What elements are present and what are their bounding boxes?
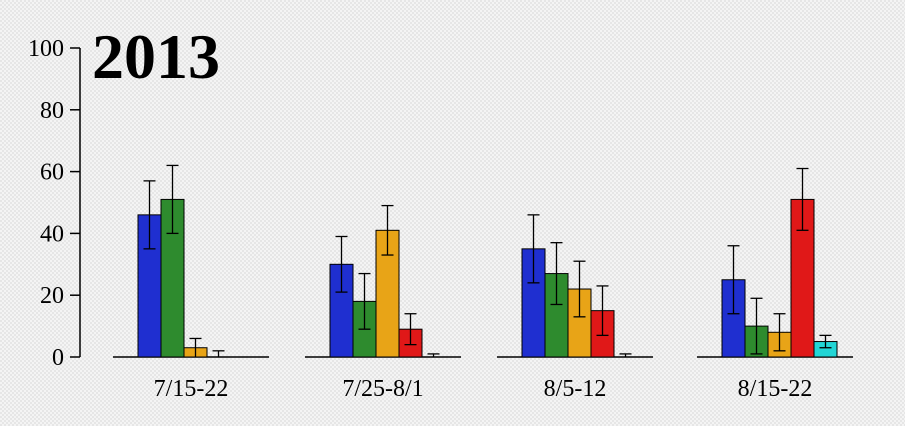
y-tick-label: 80 [40,98,64,124]
category-labels: 7/15-22 7/25-8/1 8/5-12 8/15-22 [154,376,813,402]
y-tick-label: 60 [40,160,64,186]
bars [113,164,853,358]
y-axis: 0 20 40 60 80 100 [28,36,81,371]
y-tick-label: 100 [28,36,64,62]
y-tick-label: 20 [40,283,64,309]
category-label: 7/25-8/1 [342,376,423,402]
category-label: 8/5-12 [544,376,607,402]
category-label: 8/15-22 [738,376,813,402]
category-label: 7/15-22 [154,376,229,402]
y-tick-label: 40 [40,221,64,247]
y-tick-label: 0 [52,345,64,371]
chart-title: 2013 [92,21,220,92]
